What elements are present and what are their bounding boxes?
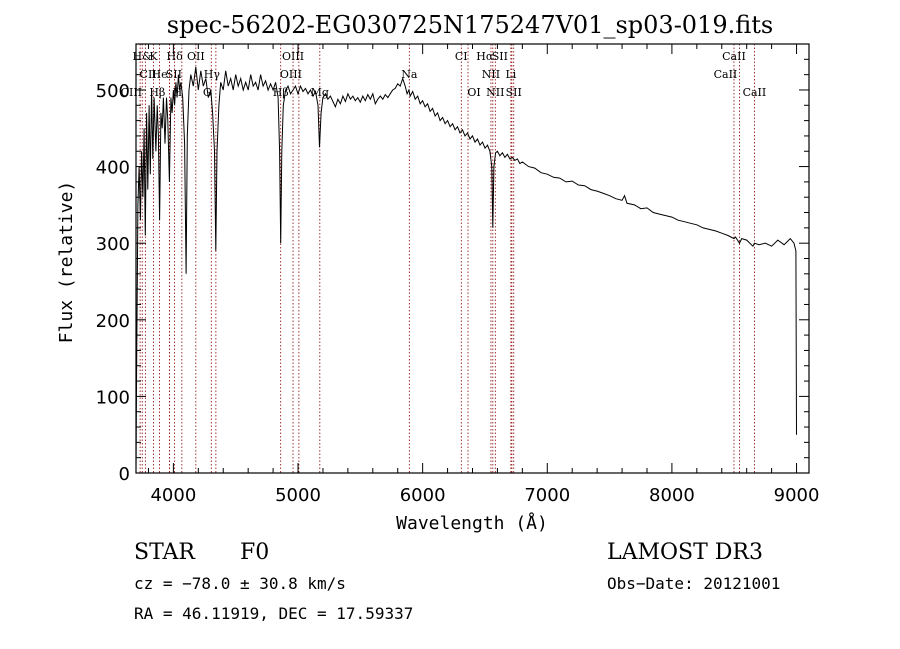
chart-title: spec-56202-EG030725N175247V01_sp03-019.f… [167,11,773,39]
line-label: CaII [722,50,746,63]
line-label: He [152,68,168,81]
x-tick-label: 9000 [774,485,820,506]
line-label: CIII [121,86,142,99]
x-tick-label: 6000 [400,485,446,506]
y-axis-label: Flux (relative) [56,181,77,344]
line-label: Hδ [167,50,184,63]
y-tick-label: 400 [96,158,130,179]
y-tick-label: 200 [96,311,130,332]
spectrum-series [135,66,797,470]
object-class: STAR [134,540,195,565]
x-axis-ticks: 4000 5000 6000 7000 8000 9000 [147,44,820,506]
redshift-cz: cz = −78.0 ± 30.8 km/s [134,574,346,593]
line-label: OIII [280,68,302,81]
observation-date: Obs−Date: 20121001 [607,574,781,593]
line-label: OIII [282,50,304,63]
line-label: K [149,50,158,63]
x-tick-label: 7000 [524,485,570,506]
ra-dec: RA = 46.11919, DEC = 17.59337 [134,604,414,623]
line-label: SII [492,50,508,63]
x-tick-label: 8000 [649,485,695,506]
y-tick-label: 100 [96,387,130,408]
x-tick-label: 5000 [275,485,321,506]
line-label: OII [187,50,205,63]
line-label: SII [166,68,182,81]
line-label: Hα [476,50,494,63]
line-label: Mg [311,86,329,99]
line-label: Li [505,68,516,81]
object-subclass: F0 [240,540,270,565]
line-label: Na [401,68,418,81]
emission-line-markers [139,44,755,473]
line-label: CaII [714,68,738,81]
x-axis-label: Wavelength (Å) [396,512,548,534]
line-label: CI [455,50,468,63]
y-tick-label: 300 [96,234,130,255]
y-axis-ticks: 0 100 200 300 400 500 [96,58,809,485]
line-label: OI [467,86,480,99]
y-tick-label: 500 [96,81,130,102]
line-label: CaII [743,86,767,99]
line-label: NII [486,86,504,99]
line-label: NII [482,68,500,81]
x-tick-label: 4000 [150,485,196,506]
line-label: SII [506,86,522,99]
line-label: Hγ [204,68,221,81]
line-label: CII [140,68,157,81]
line-label: Hβ [149,86,165,99]
plot-frame [135,43,810,474]
survey-name: LAMOST DR3 [607,540,763,565]
y-tick-label: 0 [119,464,130,485]
